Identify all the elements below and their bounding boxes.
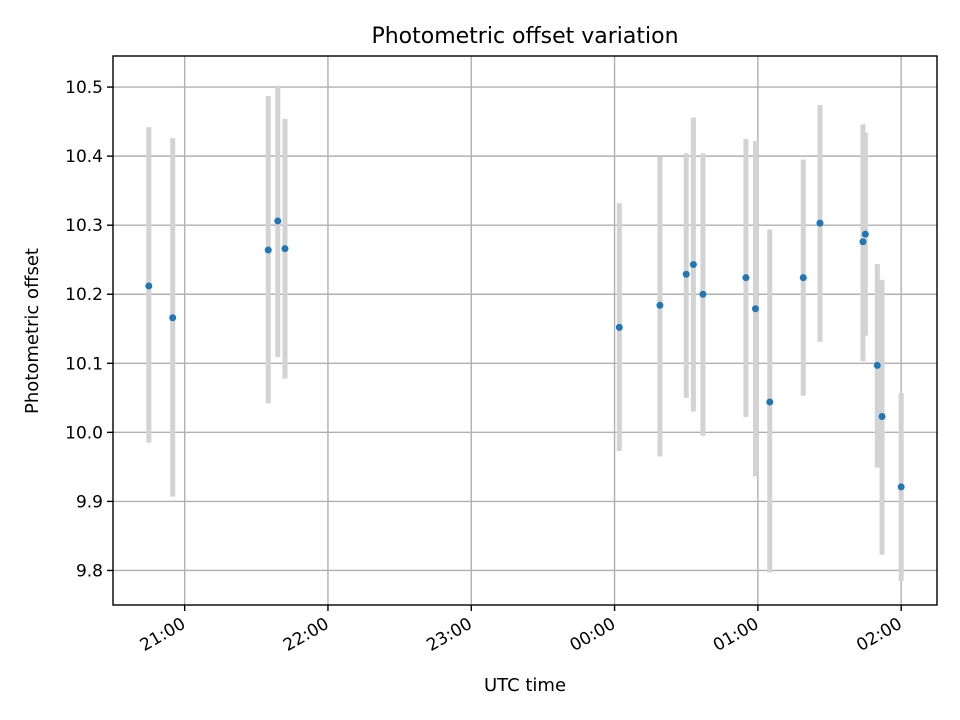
- y-axis-ticks: 9.8 9.9 10.0 10.1 10.2 10.3 10.4 10.5: [65, 78, 113, 581]
- data-point: [682, 270, 690, 278]
- y-axis-label: Photometric offset: [22, 248, 43, 414]
- data-point: [274, 217, 282, 225]
- data-point: [873, 361, 881, 369]
- y-tick-label: 10.3: [65, 216, 103, 236]
- chart-title: Photometric offset variation: [371, 24, 678, 49]
- data-points: [145, 217, 905, 491]
- data-point: [699, 290, 707, 298]
- y-tick-label: 10.4: [65, 147, 103, 167]
- y-tick-label: 10.5: [65, 78, 103, 98]
- data-point: [145, 282, 153, 290]
- data-point: [859, 238, 867, 246]
- data-point: [878, 412, 886, 420]
- data-point: [281, 245, 289, 253]
- data-point: [751, 305, 759, 313]
- data-point: [264, 246, 272, 254]
- y-tick-label: 10.2: [65, 285, 103, 305]
- data-point: [689, 261, 697, 269]
- data-point: [615, 323, 623, 331]
- y-tick-label: 9.9: [76, 492, 103, 512]
- y-tick-label: 10.0: [65, 423, 103, 443]
- data-point: [897, 483, 905, 491]
- y-tick-label: 9.8: [76, 561, 103, 581]
- plot-frame: [112, 55, 938, 606]
- x-axis-label: UTC time: [484, 675, 566, 696]
- data-point: [656, 301, 664, 309]
- data-point: [742, 274, 750, 282]
- data-point: [799, 274, 807, 282]
- data-point: [766, 398, 774, 406]
- data-point: [861, 230, 869, 238]
- y-tick-label: 10.1: [65, 354, 103, 374]
- data-point: [816, 219, 824, 227]
- data-point: [169, 314, 177, 322]
